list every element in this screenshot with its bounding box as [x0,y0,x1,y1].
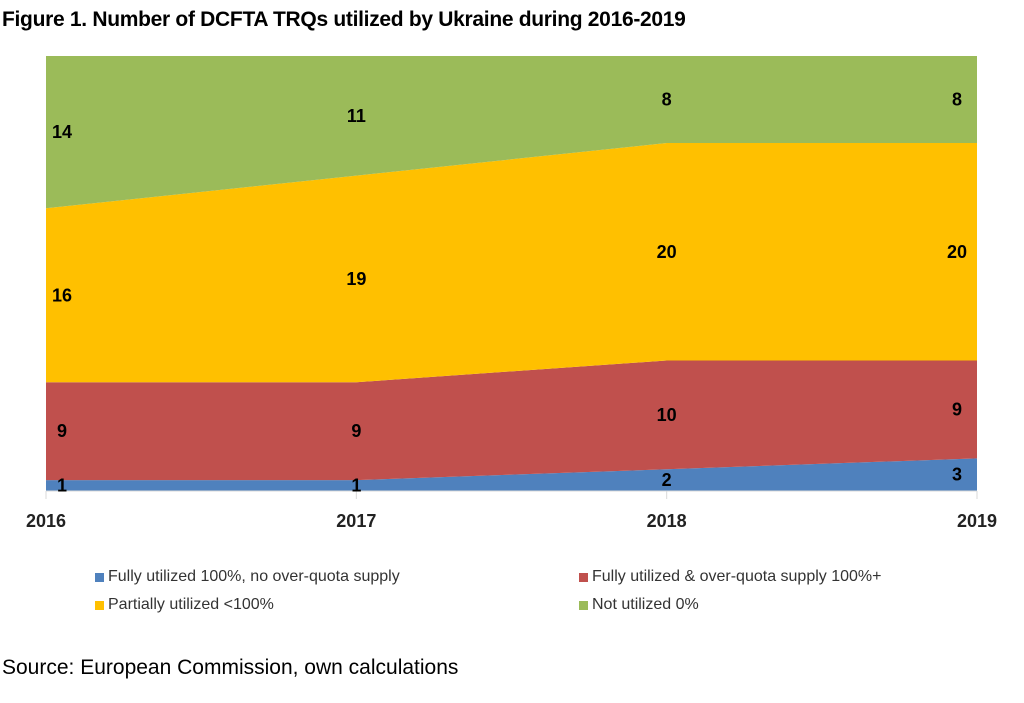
data-label: 19 [346,269,366,289]
data-label: 20 [947,242,967,262]
data-label: 10 [657,405,677,425]
legend-item-3: Not utilized 0% [579,596,699,614]
data-label: 16 [52,285,72,305]
legend-label: Partially utilized <100% [108,596,274,613]
legend-label: Fully utilized 100%, no over-quota suppl… [108,568,400,585]
chart-title: Figure 1. Number of DCFTA TRQs utilized … [2,8,686,31]
data-label: 2 [662,470,672,490]
legend-item-1: Fully utilized & over-quota supply 100%+ [579,568,882,586]
data-label: 1 [351,476,361,496]
area-series-1 [46,360,977,481]
legend-swatch [579,572,588,582]
x-tick-label: 2017 [336,511,376,531]
legend-swatch [95,600,104,610]
source-note: Source: European Commission, own calcula… [2,656,459,679]
area-series-0 [46,458,977,491]
legend-swatch [579,600,588,610]
data-label: 1 [57,476,67,496]
data-label: 3 [952,465,962,485]
data-label: 14 [52,122,72,142]
data-label: 9 [351,421,361,441]
legend-item-2: Partially utilized <100% [95,596,274,614]
legend-label: Not utilized 0% [592,596,699,613]
x-tick-label: 2018 [647,511,687,531]
legend-swatch [95,572,104,582]
data-label: 9 [952,399,962,419]
x-tick-label: 2019 [957,511,997,531]
legend-label: Fully utilized & over-quota supply 100%+ [592,568,882,585]
data-label: 9 [57,421,67,441]
data-label: 11 [347,106,366,126]
x-tick-label: 2016 [26,511,66,531]
data-label: 8 [662,90,672,110]
data-label: 8 [952,90,962,110]
area-series-3 [46,56,977,209]
data-label: 20 [657,242,677,262]
legend-item-0: Fully utilized 100%, no over-quota suppl… [95,568,400,586]
area-series-2 [46,143,977,383]
